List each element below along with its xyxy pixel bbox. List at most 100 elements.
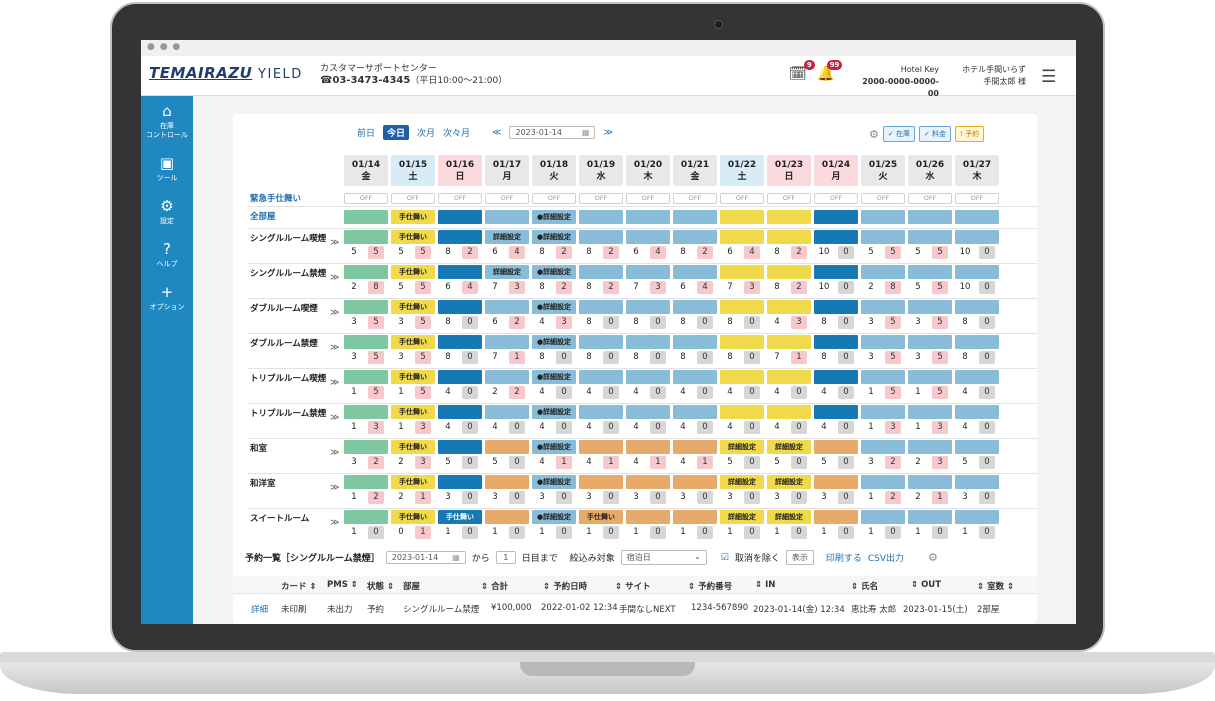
emergency-off-toggle[interactable]: OFF (673, 193, 717, 204)
month-after-button[interactable]: 次々月 (443, 129, 471, 139)
expand-chevron-icon[interactable]: ≫ (330, 483, 340, 493)
rate-cell[interactable]: 手仕舞い (391, 300, 435, 314)
rate-cell[interactable] (861, 405, 905, 419)
rate-cell[interactable] (908, 300, 952, 314)
emergency-off-toggle[interactable]: OFF (438, 193, 482, 204)
rate-cell[interactable] (814, 230, 858, 244)
legend-price[interactable]: ✓ 料金 (918, 126, 952, 142)
rate-cell[interactable] (814, 210, 858, 224)
rate-cell[interactable] (814, 510, 858, 524)
date-header[interactable]: 01/18 火 (532, 155, 576, 186)
rate-cell[interactable] (438, 370, 482, 384)
rate-cell[interactable] (626, 335, 670, 349)
emergency-off-toggle[interactable]: OFF (955, 193, 999, 204)
date-header[interactable]: 01/25 火 (861, 155, 905, 186)
rate-cell[interactable] (955, 335, 999, 349)
rate-cell[interactable] (344, 265, 388, 279)
rate-cell[interactable] (344, 440, 388, 454)
rate-cell[interactable] (438, 335, 482, 349)
rate-cell[interactable] (344, 210, 388, 224)
date-header[interactable]: 01/19 水 (579, 155, 623, 186)
rate-cell[interactable] (673, 440, 717, 454)
expand-chevron-icon[interactable]: ≫ (330, 448, 340, 458)
column-header[interactable]: ⇕ 氏名 (851, 582, 879, 592)
rate-cell[interactable] (861, 335, 905, 349)
rate-cell[interactable] (485, 370, 529, 384)
legend-stock[interactable]: ✓ 在庫 (882, 126, 915, 142)
column-header[interactable]: ⇕ サイト (615, 582, 651, 592)
rate-cell[interactable] (673, 475, 717, 489)
rate-cell[interactable]: ●詳細設定 (532, 335, 576, 349)
rate-cell[interactable] (908, 475, 952, 489)
rate-cell[interactable] (814, 440, 858, 454)
sidebar-item-1[interactable]: ▣ ツール (141, 154, 193, 183)
rate-cell[interactable] (579, 475, 623, 489)
column-header[interactable]: ⇕ 予約日時 (543, 582, 588, 592)
rate-cell[interactable] (673, 510, 717, 524)
rate-cell[interactable] (673, 230, 717, 244)
emergency-off-toggle[interactable]: OFF (391, 193, 435, 204)
all-rooms-label[interactable]: 全部屋 (250, 212, 276, 222)
rate-cell[interactable]: 手仕舞い (391, 405, 435, 419)
column-header[interactable]: ⇕ OUT (911, 580, 942, 590)
rate-cell[interactable] (438, 210, 482, 224)
rate-cell[interactable] (908, 440, 952, 454)
list-date-picker[interactable]: 2023-01-14 ▦ (385, 551, 466, 564)
rate-cell[interactable]: 詳細設定 (720, 475, 764, 489)
emergency-off-toggle[interactable]: OFF (485, 193, 529, 204)
rate-cell[interactable] (908, 405, 952, 419)
rate-cell[interactable] (438, 265, 482, 279)
rate-cell[interactable] (814, 265, 858, 279)
expand-chevron-icon[interactable]: ≫ (330, 273, 340, 283)
rate-cell[interactable] (673, 265, 717, 279)
rate-cell[interactable] (908, 510, 952, 524)
rate-cell[interactable] (908, 335, 952, 349)
rate-cell[interactable]: 手仕舞い (579, 510, 623, 524)
rate-cell[interactable] (720, 265, 764, 279)
rate-cell[interactable] (579, 335, 623, 349)
filter-select[interactable]: 宿泊日 ⌄ (620, 550, 707, 565)
exclude-cancel-checkbox[interactable]: ☑ (720, 552, 729, 563)
rate-cell[interactable] (579, 265, 623, 279)
column-header[interactable]: ⇕ 合計 (481, 582, 509, 592)
expand-chevron-icon[interactable]: ≫ (330, 413, 340, 423)
rate-cell[interactable] (485, 300, 529, 314)
expand-chevron-icon[interactable]: ≫ (330, 308, 340, 318)
expand-chevron-icon[interactable]: ≫ (330, 238, 340, 248)
rate-cell[interactable] (767, 230, 811, 244)
date-header[interactable]: 01/27 木 (955, 155, 999, 186)
date-header[interactable]: 01/24 月 (814, 155, 858, 186)
rate-cell[interactable] (767, 370, 811, 384)
column-header[interactable]: 部屋 (403, 582, 421, 592)
csv-link[interactable]: CSV出力 (867, 554, 905, 564)
rate-cell[interactable] (767, 405, 811, 419)
date-header[interactable]: 01/14 金 (344, 155, 388, 186)
rate-cell[interactable] (767, 300, 811, 314)
rate-cell[interactable] (908, 370, 952, 384)
rate-cell[interactable] (579, 405, 623, 419)
date-header[interactable]: 01/16 日 (438, 155, 482, 186)
column-header[interactable]: ⇕ 予約番号 (688, 582, 733, 592)
rate-cell[interactable] (673, 405, 717, 419)
rate-cell[interactable]: 手仕舞い (391, 475, 435, 489)
expand-chevron-icon[interactable]: ≫ (330, 518, 340, 528)
rate-cell[interactable] (485, 335, 529, 349)
rate-cell[interactable] (767, 335, 811, 349)
emergency-off-toggle[interactable]: OFF (814, 193, 858, 204)
rate-cell[interactable] (438, 230, 482, 244)
sidebar-item-3[interactable]: ? ヘルプ (141, 240, 193, 269)
emergency-off-toggle[interactable]: OFF (579, 193, 623, 204)
task-icon[interactable]: 🗓 9 (789, 60, 815, 82)
rate-cell[interactable]: 手仕舞い (391, 335, 435, 349)
emergency-off-toggle[interactable]: OFF (626, 193, 670, 204)
rate-cell[interactable] (626, 370, 670, 384)
rate-cell[interactable] (767, 265, 811, 279)
rate-cell[interactable] (955, 475, 999, 489)
rate-cell[interactable] (579, 440, 623, 454)
rate-cell[interactable] (626, 475, 670, 489)
rate-cell[interactable]: 詳細設定 (485, 265, 529, 279)
rate-cell[interactable] (579, 230, 623, 244)
rate-cell[interactable] (626, 405, 670, 419)
rate-cell[interactable] (485, 510, 529, 524)
prev-day-button[interactable]: 前日 (357, 129, 376, 139)
